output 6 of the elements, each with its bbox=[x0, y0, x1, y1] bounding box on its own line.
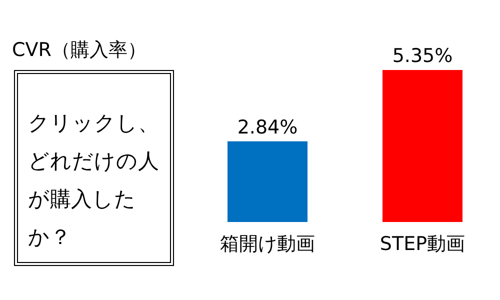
chart-title: CVR（購入率） bbox=[12, 39, 146, 61]
data-label: 5.35% bbox=[392, 45, 453, 67]
x-tick-label: 箱開け動画 bbox=[220, 233, 315, 255]
data-label: 2.84% bbox=[237, 116, 298, 138]
text: クリックし、どれだけの人が購入したか？ bbox=[14, 70, 174, 266]
x-tick-label: STEP動画 bbox=[380, 233, 466, 255]
